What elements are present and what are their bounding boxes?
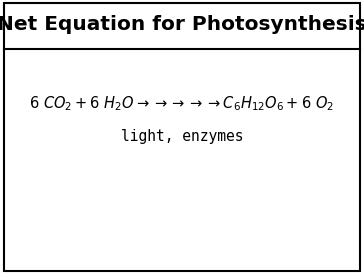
Text: light, enzymes: light, enzymes [121,130,243,144]
Text: Net Equation for Photosynthesis: Net Equation for Photosynthesis [0,15,364,34]
Text: $6\ CO_2 + 6\ H_2O \rightarrow \rightarrow \rightarrow \rightarrow \rightarrow C: $6\ CO_2 + 6\ H_2O \rightarrow \rightarr… [29,95,335,113]
